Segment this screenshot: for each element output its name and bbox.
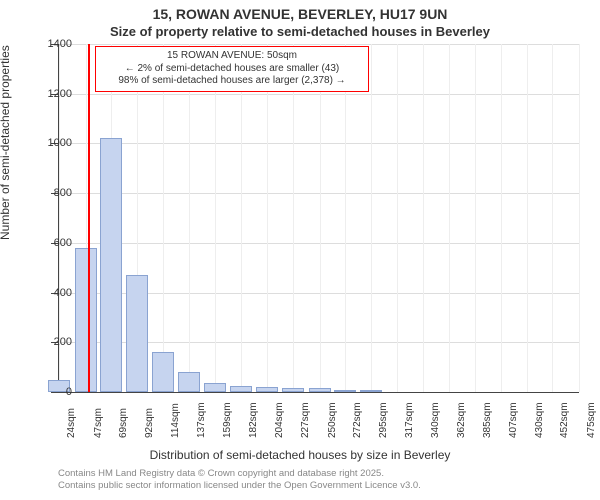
vgridline	[552, 44, 553, 392]
x-tick-label: 295sqm	[378, 402, 389, 438]
y-tick-label: 600	[32, 237, 72, 249]
chart-container: 15, ROWAN AVENUE, BEVERLEY, HU17 9UN Siz…	[0, 0, 600, 500]
y-tick-label: 1400	[32, 38, 72, 50]
histogram-bar	[282, 388, 304, 392]
title-line1: 15, ROWAN AVENUE, BEVERLEY, HU17 9UN	[0, 6, 600, 22]
y-tick-label: 800	[32, 187, 72, 199]
x-tick-label: 452sqm	[559, 402, 570, 438]
histogram-bar	[360, 390, 382, 392]
histogram-bar	[256, 387, 278, 392]
vgridline	[397, 44, 398, 392]
y-tick-label: 1000	[32, 137, 72, 149]
x-tick-label: 204sqm	[274, 402, 285, 438]
x-tick-label: 385sqm	[482, 402, 493, 438]
histogram-bar	[178, 372, 200, 392]
vgridline	[163, 44, 164, 392]
vgridline	[475, 44, 476, 392]
x-tick-label: 362sqm	[456, 402, 467, 438]
property-marker-line	[88, 44, 90, 392]
vgridline	[293, 44, 294, 392]
footer-line2: Contains public sector information licen…	[58, 480, 421, 492]
vgridline	[371, 44, 372, 392]
footer-attribution: Contains HM Land Registry data © Crown c…	[58, 468, 421, 492]
x-tick-label: 24sqm	[66, 408, 77, 438]
annotation-line1: 15 ROWAN AVENUE: 50sqm	[102, 50, 362, 63]
vgridline	[189, 44, 190, 392]
histogram-bar	[75, 248, 97, 392]
vgridline	[501, 44, 502, 392]
histogram-bar	[126, 275, 148, 392]
x-tick-label: 137sqm	[196, 402, 207, 438]
x-tick-label: 407sqm	[508, 402, 519, 438]
histogram-bar	[204, 383, 226, 392]
x-tick-label: 92sqm	[144, 408, 155, 438]
vgridline	[267, 44, 268, 392]
y-tick-label: 0	[32, 386, 72, 398]
x-tick-label: 430sqm	[534, 402, 545, 438]
x-tick-label: 159sqm	[222, 402, 233, 438]
x-tick-label: 340sqm	[430, 402, 441, 438]
y-tick-label: 1200	[32, 88, 72, 100]
x-tick-label: 69sqm	[118, 408, 129, 438]
title-line2: Size of property relative to semi-detach…	[0, 24, 600, 39]
annotation-box: 15 ROWAN AVENUE: 50sqm ← 2% of semi-deta…	[95, 46, 369, 92]
annotation-line3: 98% of semi-detached houses are larger (…	[102, 75, 362, 88]
vgridline	[423, 44, 424, 392]
x-tick-label: 272sqm	[352, 402, 363, 438]
footer-line1: Contains HM Land Registry data © Crown c…	[58, 468, 421, 480]
y-tick-label: 400	[32, 287, 72, 299]
vgridline	[579, 44, 580, 392]
y-axis-label: Number of semi-detached properties	[0, 45, 12, 240]
x-tick-label: 475sqm	[586, 402, 597, 438]
x-tick-label: 227sqm	[300, 402, 311, 438]
vgridline	[527, 44, 528, 392]
annotation-line2: ← 2% of semi-detached houses are smaller…	[102, 63, 362, 76]
y-tick-label: 200	[32, 336, 72, 348]
x-tick-label: 182sqm	[248, 402, 259, 438]
histogram-bar	[309, 388, 331, 392]
vgridline	[241, 44, 242, 392]
vgridline	[449, 44, 450, 392]
x-tick-label: 47sqm	[93, 408, 104, 438]
histogram-bar	[100, 138, 122, 392]
histogram-bar	[334, 390, 356, 392]
vgridline	[345, 44, 346, 392]
histogram-bar	[152, 352, 174, 392]
x-tick-label: 114sqm	[170, 403, 181, 438]
plot-area: 15 ROWAN AVENUE: 50sqm ← 2% of semi-deta…	[58, 44, 579, 393]
histogram-bar	[230, 386, 252, 392]
vgridline	[215, 44, 216, 392]
x-axis-label: Distribution of semi-detached houses by …	[0, 448, 600, 462]
vgridline	[320, 44, 321, 392]
x-tick-label: 317sqm	[404, 402, 415, 438]
x-tick-label: 250sqm	[327, 402, 338, 438]
